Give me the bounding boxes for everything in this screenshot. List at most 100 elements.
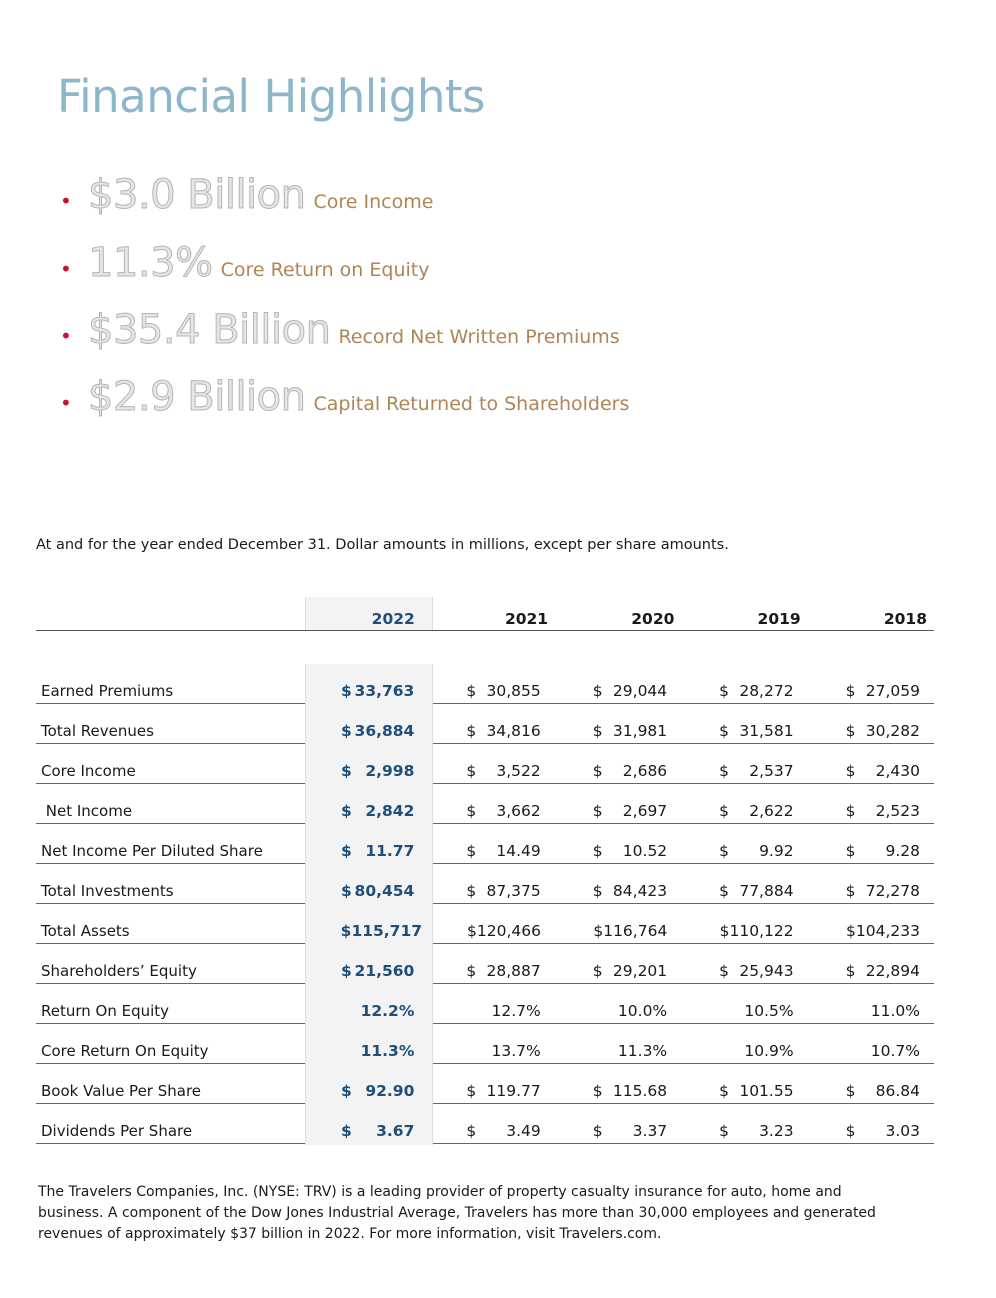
currency-symbol: $ [592,1082,603,1100]
table-cell: $115,717 [303,922,429,943]
table-cell: 10.9% [681,1042,807,1063]
cell-value: 10.0% [617,1002,668,1020]
cell-value: 31,581 [739,722,794,740]
year-header: 2020 [631,610,675,628]
currency-symbol: $ [340,842,352,860]
table-row: Book Value Per Share $92.90 $119.77 $115.68… [36,1062,934,1105]
cell-value: 29,201 [612,962,668,980]
cell-value: 13.7% [491,1042,541,1060]
table-cell: 13.7% [428,1042,554,1063]
cell-value: 30,282 [865,722,920,740]
table-cell: $72,278 [808,882,934,903]
table-cell: 10.0% [555,1002,681,1023]
cell-value: $116,764 [593,922,668,940]
cell-value: 2,537 [749,762,794,780]
bullet-icon: • [60,324,72,348]
row-label: Core Income [41,762,136,780]
table-cell: $115.68 [555,1082,681,1103]
highlight-value: $2.9 Billion [88,374,307,421]
cell-value: 3.03 [885,1122,920,1140]
table-cell: $86.84 [808,1082,934,1103]
cell-value: 86.84 [875,1082,920,1100]
currency-symbol: $ [845,762,856,780]
currency-symbol: $ [845,682,856,700]
currency-symbol: $ [845,802,856,820]
row-label: Return On Equity [41,1002,170,1020]
cell-value: 12.7% [491,1002,541,1020]
row-label: Earned Premiums [41,682,174,700]
cell-value: 22,894 [865,962,920,980]
cell-value: 10.7% [870,1042,920,1060]
table-cell: $25,943 [681,962,807,983]
cell-value: 11.3% [617,1042,668,1060]
currency-symbol: $ [340,962,352,980]
table-cell: $110,122 [681,922,807,943]
currency-symbol: $ [845,882,856,900]
currency-symbol: $ [340,802,352,820]
table-cell: $84,423 [555,882,681,903]
currency-symbol: $ [340,1122,352,1140]
table-cell: $116,764 [555,922,681,943]
cell-value: 9.28 [885,842,920,860]
currency-symbol: $ [845,1082,856,1100]
table-row: Core Income $2,998 $3,522 $2,686 $2,537 $2,43… [36,742,934,785]
currency-symbol: $ [845,962,856,980]
table-cell: $11.77 [303,842,428,863]
table-cell: $87,375 [428,882,554,903]
highlight-item: • $3.0 Billion Core Income [60,172,433,219]
cell-value: 11.77 [365,842,415,860]
highlight-label: Record Net Written Premiums [338,326,620,348]
table-row: Total Assets $115,717 $120,466 $116,764 $110… [36,902,934,945]
page-title: Financial Highlights [57,70,485,123]
cell-value: 29,044 [612,682,668,700]
cell-value: $104,233 [846,922,920,940]
year-header: 2018 [883,610,927,628]
currency-symbol: $ [592,682,603,700]
table-cell: $34,816 [428,722,554,743]
currency-symbol: $ [466,1082,477,1100]
footer-text: The Travelers Companies, Inc. (NYSE: TRV… [38,1184,876,1242]
table-cell: $2,998 [303,762,428,783]
table-cell: $3.67 [303,1122,428,1143]
table-row: Return On Equity 12.2% 12.7% 10.0% 10.5% 11.0… [36,982,934,1025]
row-label: Shareholders’ Equity [41,962,197,980]
row-label: Net Income Per Diluted Share [41,842,263,860]
currency-symbol: $ [845,842,856,860]
table-cell: $104,233 [808,922,934,943]
cell-value: 92.90 [365,1082,415,1100]
table-cell: $29,044 [555,682,681,703]
table-cell: $21,560 [303,962,428,983]
row-label: Total Investments [41,882,174,900]
currency-symbol: $ [466,882,477,900]
currency-symbol: $ [719,1122,730,1140]
row-label: Dividends Per Share [41,1122,193,1140]
cell-value: 12.2% [360,1002,415,1020]
cell-value: 3.67 [376,1122,415,1140]
table-cell: $101.55 [681,1082,807,1103]
currency-symbol: $ [592,842,603,860]
cell-value: 2,998 [365,762,415,780]
bullet-icon: • [60,189,72,213]
currency-symbol: $ [592,1122,603,1140]
cell-value: 2,686 [622,762,668,780]
table-cell: $28,272 [681,682,807,703]
table-cell: 12.2% [303,1002,428,1023]
cell-value: $120,466 [467,922,541,940]
currency-symbol: $ [719,802,730,820]
currency-symbol: $ [466,802,477,820]
cell-value: 2,622 [749,802,794,820]
cell-value: 2,697 [622,802,668,820]
table-cell: $36,884 [303,722,428,743]
currency-symbol: $ [719,682,730,700]
currency-symbol: $ [340,882,352,900]
cell-value: 3.23 [759,1122,794,1140]
currency-symbol: $ [340,722,352,740]
table-cell: $30,855 [428,682,554,703]
cell-value: 2,523 [875,802,920,820]
currency-symbol: $ [466,762,477,780]
table-cell: $77,884 [681,882,807,903]
cell-value: 2,842 [365,802,415,820]
currency-symbol: $ [592,802,603,820]
cell-value: $115,717 [340,922,423,940]
table-cell: $3.37 [555,1122,681,1143]
